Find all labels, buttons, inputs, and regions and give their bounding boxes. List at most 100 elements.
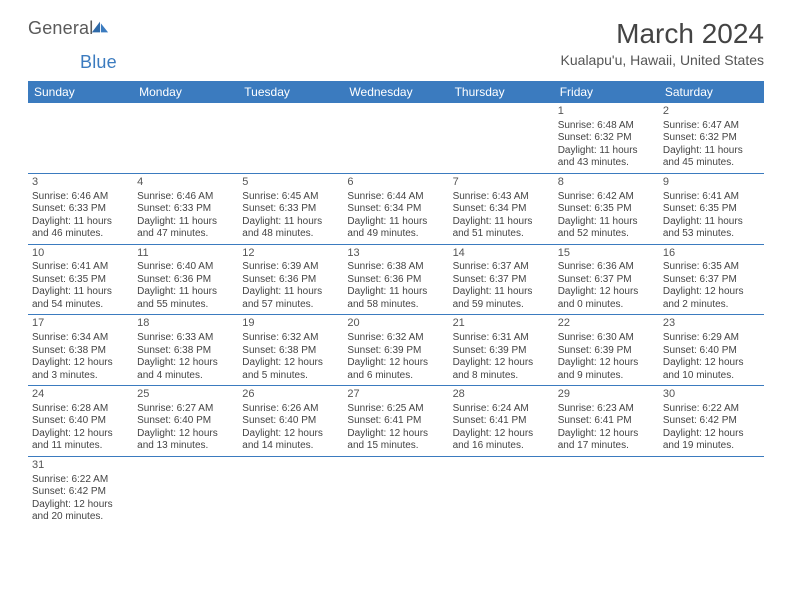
day-number: 24 xyxy=(32,388,129,402)
sunset-text: Sunset: 6:33 PM xyxy=(137,203,234,216)
week-row: 10Sunrise: 6:41 AMSunset: 6:35 PMDayligh… xyxy=(28,245,764,316)
daylight-text: and 15 minutes. xyxy=(347,440,444,453)
sunrise-text: Sunrise: 6:41 AM xyxy=(32,261,129,274)
day-cell: 13Sunrise: 6:38 AMSunset: 6:36 PMDayligh… xyxy=(343,245,448,315)
sunrise-text: Sunrise: 6:43 AM xyxy=(453,191,550,204)
daylight-text: and 6 minutes. xyxy=(347,370,444,383)
sunrise-text: Sunrise: 6:32 AM xyxy=(347,332,444,345)
sunset-text: Sunset: 6:35 PM xyxy=(558,203,655,216)
logo: General xyxy=(28,18,111,39)
empty-day xyxy=(659,457,764,527)
sunset-text: Sunset: 6:33 PM xyxy=(242,203,339,216)
day-number: 22 xyxy=(558,317,655,331)
logo-text-blue: Blue xyxy=(80,52,117,72)
weekday-tuesday: Tuesday xyxy=(238,81,343,103)
day-number: 31 xyxy=(32,459,129,473)
title-block: March 2024 Kualapu'u, Hawaii, United Sta… xyxy=(561,18,764,68)
daylight-text: and 3 minutes. xyxy=(32,370,129,383)
daylight-text: and 49 minutes. xyxy=(347,228,444,241)
day-number: 12 xyxy=(242,247,339,261)
sunset-text: Sunset: 6:32 PM xyxy=(558,132,655,145)
daylight-text: and 51 minutes. xyxy=(453,228,550,241)
daylight-text: and 19 minutes. xyxy=(663,440,760,453)
empty-day xyxy=(343,103,448,173)
daylight-text: and 43 minutes. xyxy=(558,157,655,170)
sunrise-text: Sunrise: 6:33 AM xyxy=(137,332,234,345)
sunrise-text: Sunrise: 6:44 AM xyxy=(347,191,444,204)
daylight-text: and 59 minutes. xyxy=(453,299,550,312)
daylight-text: and 46 minutes. xyxy=(32,228,129,241)
day-number: 7 xyxy=(453,176,550,190)
daylight-text: and 52 minutes. xyxy=(558,228,655,241)
daylight-text: and 48 minutes. xyxy=(242,228,339,241)
daylight-text: Daylight: 12 hours xyxy=(242,428,339,441)
daylight-text: Daylight: 11 hours xyxy=(137,286,234,299)
day-number: 29 xyxy=(558,388,655,402)
daylight-text: Daylight: 12 hours xyxy=(663,428,760,441)
daylight-text: Daylight: 12 hours xyxy=(137,357,234,370)
sunrise-text: Sunrise: 6:26 AM xyxy=(242,403,339,416)
daylight-text: Daylight: 12 hours xyxy=(242,357,339,370)
daylight-text: Daylight: 11 hours xyxy=(32,286,129,299)
day-number: 2 xyxy=(663,105,760,119)
daylight-text: and 0 minutes. xyxy=(558,299,655,312)
day-number: 17 xyxy=(32,317,129,331)
daylight-text: and 11 minutes. xyxy=(32,440,129,453)
daylight-text: Daylight: 12 hours xyxy=(347,428,444,441)
sunset-text: Sunset: 6:42 PM xyxy=(663,415,760,428)
day-cell: 6Sunrise: 6:44 AMSunset: 6:34 PMDaylight… xyxy=(343,174,448,244)
day-cell: 9Sunrise: 6:41 AMSunset: 6:35 PMDaylight… xyxy=(659,174,764,244)
daylight-text: Daylight: 12 hours xyxy=(32,499,129,512)
empty-day xyxy=(449,103,554,173)
day-number: 30 xyxy=(663,388,760,402)
day-cell: 23Sunrise: 6:29 AMSunset: 6:40 PMDayligh… xyxy=(659,315,764,385)
location-subtitle: Kualapu'u, Hawaii, United States xyxy=(561,52,764,68)
day-number: 11 xyxy=(137,247,234,261)
daylight-text: and 53 minutes. xyxy=(663,228,760,241)
day-cell: 27Sunrise: 6:25 AMSunset: 6:41 PMDayligh… xyxy=(343,386,448,456)
sunrise-text: Sunrise: 6:28 AM xyxy=(32,403,129,416)
sunset-text: Sunset: 6:36 PM xyxy=(347,274,444,287)
daylight-text: and 47 minutes. xyxy=(137,228,234,241)
sunrise-text: Sunrise: 6:23 AM xyxy=(558,403,655,416)
daylight-text: and 45 minutes. xyxy=(663,157,760,170)
daylight-text: Daylight: 12 hours xyxy=(453,428,550,441)
sunrise-text: Sunrise: 6:37 AM xyxy=(453,261,550,274)
daylight-text: Daylight: 11 hours xyxy=(347,286,444,299)
day-cell: 3Sunrise: 6:46 AMSunset: 6:33 PMDaylight… xyxy=(28,174,133,244)
day-cell: 28Sunrise: 6:24 AMSunset: 6:41 PMDayligh… xyxy=(449,386,554,456)
day-number: 20 xyxy=(347,317,444,331)
sunset-text: Sunset: 6:38 PM xyxy=(32,345,129,358)
day-cell: 31Sunrise: 6:22 AMSunset: 6:42 PMDayligh… xyxy=(28,457,133,527)
daylight-text: Daylight: 12 hours xyxy=(663,357,760,370)
daylight-text: and 5 minutes. xyxy=(242,370,339,383)
day-number: 14 xyxy=(453,247,550,261)
daylight-text: Daylight: 11 hours xyxy=(347,216,444,229)
calendar: Sunday Monday Tuesday Wednesday Thursday… xyxy=(28,81,764,527)
sunrise-text: Sunrise: 6:29 AM xyxy=(663,332,760,345)
sunset-text: Sunset: 6:40 PM xyxy=(663,345,760,358)
day-cell: 8Sunrise: 6:42 AMSunset: 6:35 PMDaylight… xyxy=(554,174,659,244)
sunset-text: Sunset: 6:37 PM xyxy=(453,274,550,287)
sunrise-text: Sunrise: 6:32 AM xyxy=(242,332,339,345)
day-cell: 18Sunrise: 6:33 AMSunset: 6:38 PMDayligh… xyxy=(133,315,238,385)
sunrise-text: Sunrise: 6:36 AM xyxy=(558,261,655,274)
daylight-text: and 17 minutes. xyxy=(558,440,655,453)
header-bar: General March 2024 Kualapu'u, Hawaii, Un… xyxy=(28,18,764,68)
day-cell: 26Sunrise: 6:26 AMSunset: 6:40 PMDayligh… xyxy=(238,386,343,456)
day-cell: 16Sunrise: 6:35 AMSunset: 6:37 PMDayligh… xyxy=(659,245,764,315)
day-number: 27 xyxy=(347,388,444,402)
weekday-wednesday: Wednesday xyxy=(343,81,448,103)
week-row: 3Sunrise: 6:46 AMSunset: 6:33 PMDaylight… xyxy=(28,174,764,245)
day-cell: 21Sunrise: 6:31 AMSunset: 6:39 PMDayligh… xyxy=(449,315,554,385)
daylight-text: Daylight: 11 hours xyxy=(242,286,339,299)
sunrise-text: Sunrise: 6:41 AM xyxy=(663,191,760,204)
day-cell: 20Sunrise: 6:32 AMSunset: 6:39 PMDayligh… xyxy=(343,315,448,385)
empty-day xyxy=(238,103,343,173)
sunrise-text: Sunrise: 6:42 AM xyxy=(558,191,655,204)
day-number: 18 xyxy=(137,317,234,331)
sunset-text: Sunset: 6:34 PM xyxy=(347,203,444,216)
sunset-text: Sunset: 6:40 PM xyxy=(32,415,129,428)
sunrise-text: Sunrise: 6:45 AM xyxy=(242,191,339,204)
daylight-text: Daylight: 12 hours xyxy=(558,286,655,299)
